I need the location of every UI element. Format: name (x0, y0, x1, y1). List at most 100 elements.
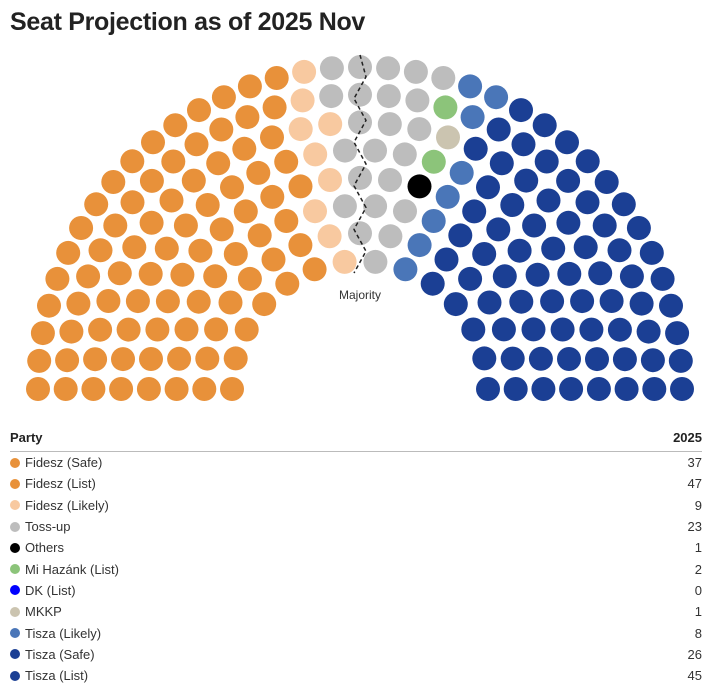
seat-marker (433, 95, 458, 120)
seat-marker (403, 59, 428, 84)
seat-marker (155, 289, 180, 314)
table-row: Others 1 (10, 537, 702, 558)
seat-marker (303, 199, 327, 224)
seat-marker (55, 348, 80, 373)
seat-marker (557, 347, 581, 371)
seat-marker (503, 377, 528, 401)
seat-marker (642, 377, 667, 401)
seat-marker (262, 95, 287, 120)
seat-marker (233, 199, 258, 224)
seat-marker (188, 238, 213, 263)
seat-marker (509, 98, 533, 123)
seat-marker (659, 293, 683, 318)
seat-marker (460, 105, 485, 130)
seat-count: 26 (687, 646, 702, 662)
seat-marker (436, 125, 460, 150)
seat-marker (449, 160, 474, 185)
seat-marker (59, 319, 84, 344)
seat-marker (575, 149, 600, 174)
seat-marker (332, 194, 357, 219)
seat-marker (333, 138, 357, 163)
majority-line (353, 54, 367, 274)
seat-marker (186, 289, 211, 314)
seat-marker (378, 168, 402, 192)
seat-marker (195, 193, 220, 217)
party-color-swatch (10, 649, 20, 660)
seat-marker (550, 317, 575, 342)
seat-marker (491, 317, 516, 342)
seat-marker (607, 317, 632, 342)
seat-count: 1 (694, 540, 702, 556)
seat-marker (88, 317, 113, 342)
seat-marker (154, 236, 179, 261)
seat-marker (318, 168, 342, 192)
seat-marker (260, 184, 285, 209)
seat-marker (363, 138, 387, 163)
party-color-swatch (10, 478, 20, 489)
seat-marker (509, 289, 534, 314)
seat-marker (145, 317, 170, 342)
seat-marker (392, 142, 417, 167)
seat-marker (30, 321, 55, 346)
seat-marker (531, 377, 556, 401)
party-name: Tisza (Likely) (25, 625, 102, 641)
hemicycle-chart: Majority (26, 54, 694, 401)
seat-marker (27, 348, 52, 373)
seat-marker (247, 223, 272, 248)
seat-marker (206, 151, 231, 176)
seat-marker (421, 149, 446, 174)
seat-marker (556, 210, 581, 235)
seat-marker (223, 346, 248, 371)
seat-marker (318, 112, 343, 137)
seat-count: 1 (694, 604, 702, 620)
seat-marker (434, 247, 459, 272)
party-color-swatch (10, 542, 20, 553)
seat-marker (26, 377, 50, 401)
seat-marker (541, 236, 566, 261)
seat-marker (235, 105, 260, 130)
seat-marker (650, 266, 675, 291)
seat-marker (507, 238, 532, 263)
party-color-swatch (10, 606, 20, 617)
seat-marker (348, 221, 372, 246)
seat-marker (407, 117, 432, 142)
seat-marker (261, 247, 286, 272)
party-name: DK (List) (25, 582, 76, 598)
seat-marker (570, 289, 595, 314)
seat-marker (461, 317, 486, 342)
seat-marker (376, 56, 401, 81)
seat-marker (489, 151, 514, 176)
seat-count: 9 (694, 497, 702, 513)
seat-marker (636, 319, 661, 344)
seat-marker (204, 317, 229, 342)
seat-marker (274, 209, 299, 233)
seat-marker (252, 292, 277, 317)
chart-title: Seat Projection as of 2025 Nov (10, 8, 366, 36)
seat-marker (555, 130, 579, 155)
seat-marker (125, 289, 150, 314)
seat-marker (237, 74, 262, 99)
seat-marker (302, 257, 327, 282)
party-color-swatch (10, 628, 20, 639)
table-row: Tisza (List) 45 (10, 665, 702, 686)
seat-marker (138, 261, 163, 286)
seat-count: 45 (687, 668, 702, 684)
seat-marker (288, 233, 313, 258)
seat-marker (421, 209, 446, 233)
seat-marker (209, 217, 234, 242)
seat-marker (525, 262, 550, 287)
table-row: MKKP 1 (10, 601, 702, 622)
seat-marker (170, 262, 195, 287)
seat-marker (377, 112, 402, 137)
seat-marker (592, 213, 617, 238)
seat-marker (521, 317, 546, 342)
seat-marker (109, 377, 134, 401)
table-row: Fidesz (Likely) 9 (10, 495, 702, 516)
party-cell: Fidesz (Safe) (10, 455, 102, 470)
seat-marker (500, 193, 525, 217)
seat-marker (184, 132, 209, 157)
seat-marker (463, 136, 488, 161)
majority-label: Majority (339, 288, 381, 302)
seat-marker (122, 235, 147, 260)
seat-marker (639, 240, 664, 265)
